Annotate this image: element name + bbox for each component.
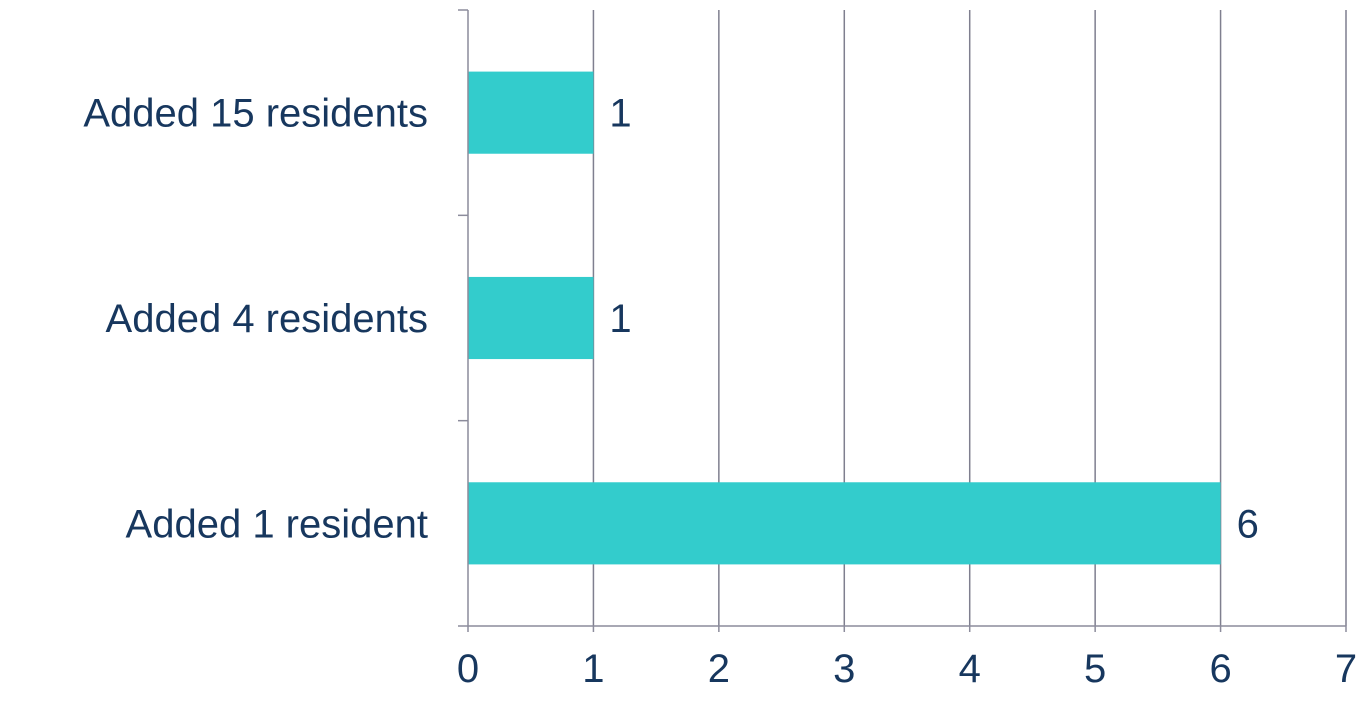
category-label: Added 4 residents [106, 297, 428, 341]
x-tick-label: 4 [959, 647, 981, 691]
bar-2 [468, 482, 1221, 564]
x-tick-label: 7 [1335, 647, 1357, 691]
x-tick-label: 3 [833, 647, 855, 691]
data-label: 1 [609, 297, 631, 341]
x-tick-label: 5 [1084, 647, 1106, 691]
category-label: Added 15 residents [83, 92, 428, 136]
x-tick-label: 0 [457, 647, 479, 691]
data-label: 6 [1237, 502, 1259, 546]
x-tick-label: 6 [1209, 647, 1231, 691]
bar-0 [468, 72, 593, 154]
labels: 0 1 2 3 4 5 6 7 1 Added 15 residents 1 Added 4 resi… [83, 92, 1357, 691]
x-tick-label: 2 [708, 647, 730, 691]
bar-1 [468, 277, 593, 359]
data-label: 1 [609, 92, 631, 136]
x-tick-label: 1 [582, 647, 604, 691]
category-label: Added 1 resident [126, 502, 428, 546]
